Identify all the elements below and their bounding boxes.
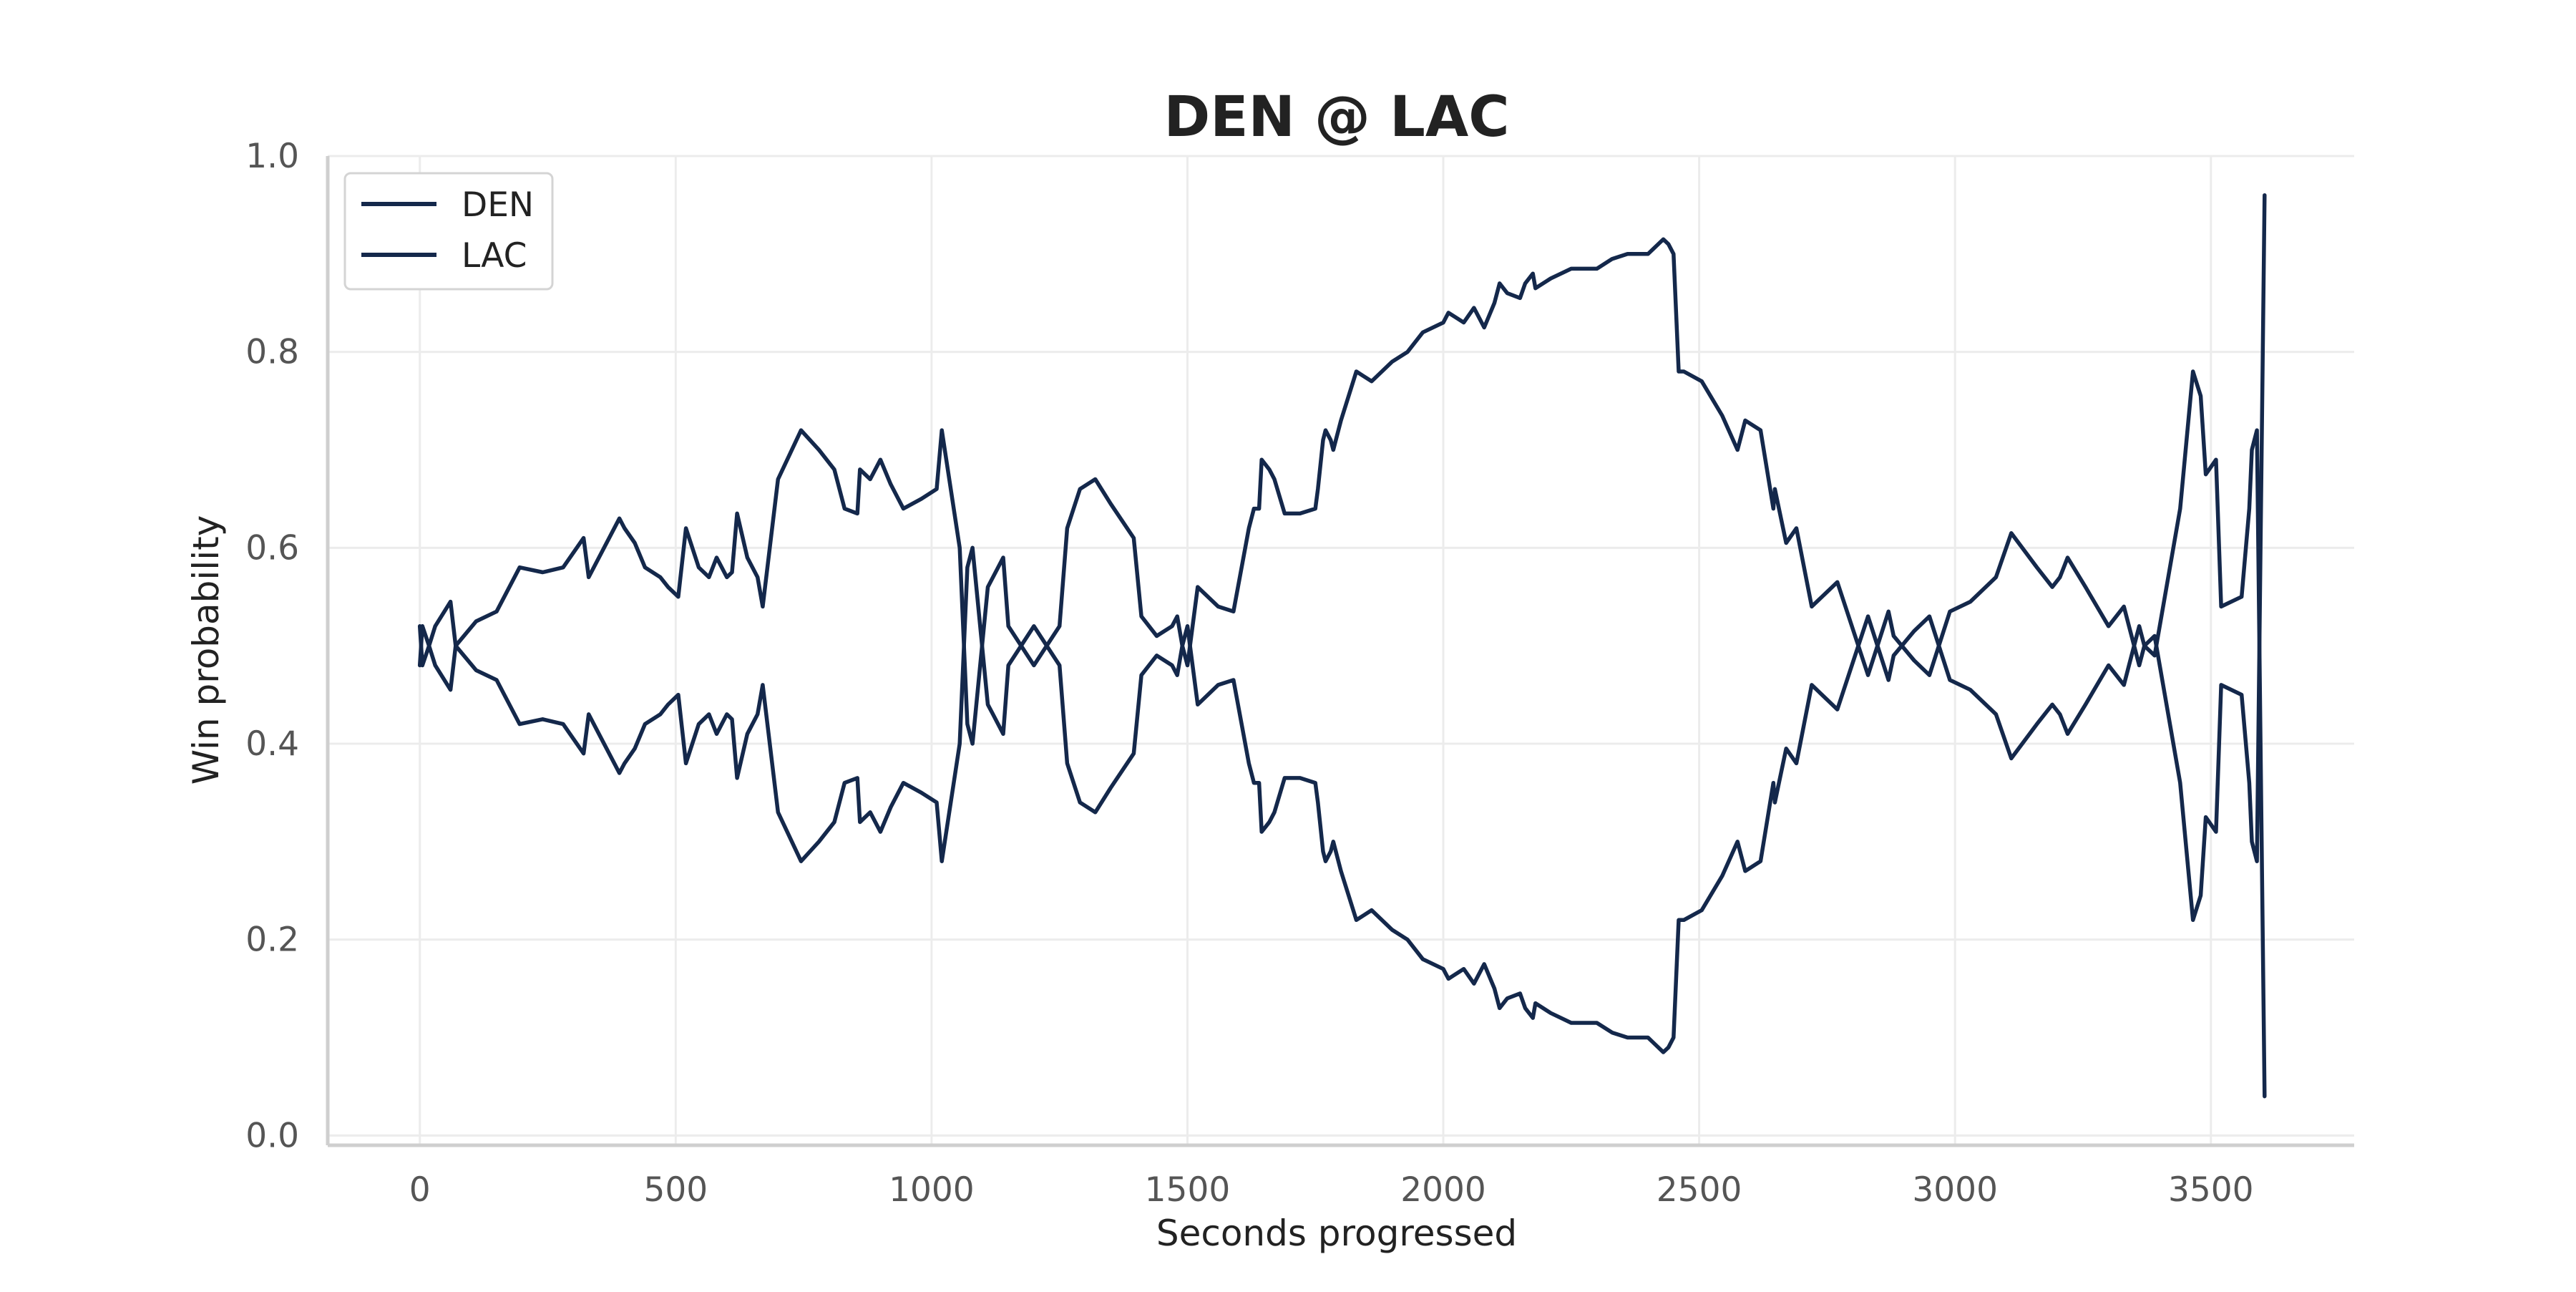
x-tick-label: 500 — [643, 1170, 708, 1210]
y-tick-label: 0.2 — [245, 921, 299, 960]
x-tick-label: 2000 — [1400, 1170, 1486, 1210]
x-tick-label: 2500 — [1657, 1170, 1742, 1210]
y-tick-label: 0.0 — [245, 1116, 299, 1155]
tick-labels: 0 500 1000 1500 2000 2500 3000 3500 0.0 0.2 0.4 0.6… — [245, 137, 2253, 1210]
legend-label-lac: LAC — [462, 236, 527, 276]
x-tick-label: 3000 — [1912, 1170, 1998, 1210]
x-tick-label: 1000 — [889, 1170, 975, 1210]
series-line-lac — [417, 237, 2267, 1099]
axes-spines — [326, 156, 2354, 1147]
x-tick-label: 3500 — [2168, 1170, 2254, 1210]
x-axis-label: Seconds progressed — [1156, 1213, 1517, 1254]
series-lines — [417, 193, 2267, 1099]
legend: DEN LAC — [343, 172, 554, 291]
legend-label-den: DEN — [462, 185, 534, 225]
y-tick-label: 0.4 — [245, 724, 299, 764]
y-axis-label: Win probability — [185, 515, 227, 785]
y-tick-label: 0.6 — [245, 528, 299, 568]
x-tick-label: 0 — [409, 1170, 431, 1210]
x-tick-label: 1500 — [1145, 1170, 1231, 1210]
grid-lines — [328, 155, 2354, 1145]
chart-title: DEN @ LAC — [1164, 85, 1510, 150]
series-line-den — [417, 193, 2267, 1054]
y-tick-label: 1.0 — [245, 137, 299, 176]
y-tick-label: 0.8 — [245, 333, 299, 372]
